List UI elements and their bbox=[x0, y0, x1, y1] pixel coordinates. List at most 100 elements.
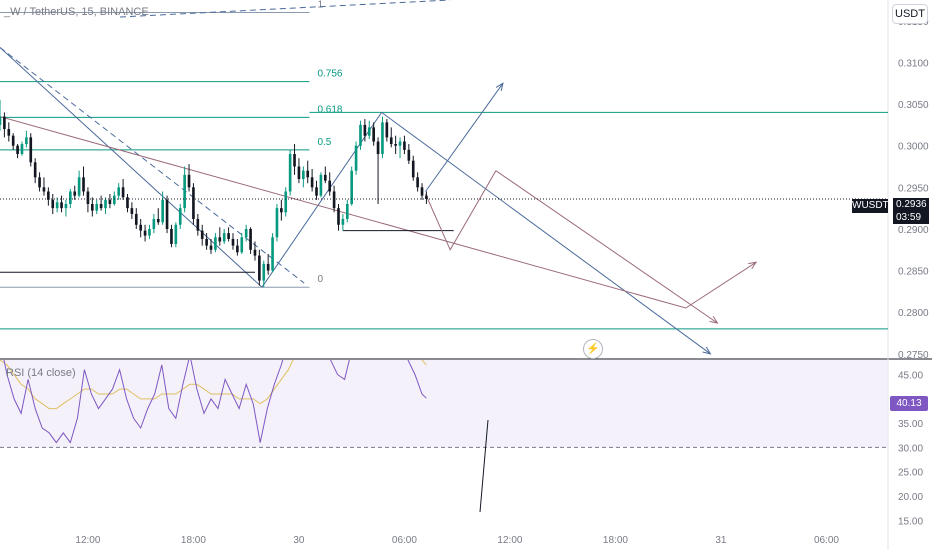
candle-body[interactable] bbox=[425, 195, 428, 199]
lightning-icon[interactable]: ⚡ bbox=[583, 339, 603, 359]
candle-body[interactable] bbox=[372, 127, 375, 142]
candle-body[interactable] bbox=[266, 263, 270, 271]
candle-body[interactable] bbox=[416, 177, 419, 188]
candle-body[interactable] bbox=[297, 166, 301, 179]
candle-body[interactable] bbox=[99, 203, 103, 209]
price-axis[interactable]: 0.31500.31000.30500.30000.29500.29000.28… bbox=[898, 17, 929, 527]
candle-body[interactable] bbox=[200, 230, 204, 239]
candle-body[interactable] bbox=[389, 137, 393, 145]
candle-body[interactable] bbox=[214, 237, 217, 250]
time-axis[interactable]: 12:00 18:00 30 06:00 12:00 18:00 31 06:00 bbox=[75, 535, 839, 546]
candle-body[interactable] bbox=[319, 174, 323, 196]
candle-body[interactable] bbox=[205, 238, 208, 246]
fib-retracement[interactable]: 1 0.756 0.618 0.5 0 bbox=[0, 0, 888, 330]
rsi-pane[interactable] bbox=[0, 302, 888, 513]
candle-body[interactable] bbox=[152, 218, 156, 229]
candle-body[interactable] bbox=[385, 122, 389, 138]
candle-body[interactable] bbox=[249, 228, 252, 250]
dashed-trendline[interactable] bbox=[119, 0, 451, 18]
rsi-line[interactable] bbox=[0, 302, 427, 444]
candle-body[interactable] bbox=[359, 124, 362, 146]
candle-body[interactable] bbox=[310, 177, 314, 188]
candle-body[interactable] bbox=[126, 197, 129, 209]
candle-body[interactable] bbox=[328, 180, 332, 192]
candle-body[interactable] bbox=[134, 213, 138, 225]
candle-body[interactable] bbox=[293, 154, 296, 167]
candle-body[interactable] bbox=[42, 187, 46, 192]
candle-body[interactable] bbox=[112, 195, 116, 204]
candle-body[interactable] bbox=[302, 170, 305, 179]
candle-body[interactable] bbox=[16, 145, 19, 155]
candle-body[interactable] bbox=[381, 122, 384, 155]
candle-body[interactable] bbox=[227, 233, 230, 239]
candle-body[interactable] bbox=[174, 224, 178, 244]
currency-button[interactable]: USDT bbox=[892, 4, 928, 24]
candle-body[interactable] bbox=[82, 177, 85, 192]
candle-body[interactable] bbox=[315, 187, 318, 196]
candle-body[interactable] bbox=[69, 191, 72, 204]
candle-body[interactable] bbox=[332, 191, 336, 209]
projection-path[interactable] bbox=[425, 169, 718, 324]
candle-body[interactable] bbox=[183, 174, 186, 209]
candle-body[interactable] bbox=[86, 191, 90, 204]
candle-body[interactable] bbox=[363, 124, 367, 136]
candle-body[interactable] bbox=[258, 255, 261, 281]
candle-body[interactable] bbox=[376, 141, 380, 155]
trendline[interactable] bbox=[261, 111, 711, 355]
rsi-legend[interactable]: RSI (14 close) bbox=[6, 367, 76, 379]
projection-path[interactable] bbox=[425, 83, 504, 192]
candle-body[interactable] bbox=[187, 174, 191, 188]
candle-body[interactable] bbox=[367, 127, 371, 136]
candle-body[interactable] bbox=[20, 144, 24, 155]
candle-body[interactable] bbox=[240, 237, 244, 253]
candle-body[interactable] bbox=[253, 249, 257, 256]
trendline[interactable] bbox=[0, 47, 305, 284]
candle-body[interactable] bbox=[161, 199, 164, 223]
candle-body[interactable] bbox=[337, 208, 340, 225]
candle-body[interactable] bbox=[170, 228, 173, 244]
candle-body[interactable] bbox=[130, 208, 134, 214]
drawn-line[interactable] bbox=[479, 419, 489, 513]
trendline[interactable] bbox=[0, 47, 263, 288]
candle-body[interactable] bbox=[117, 187, 121, 196]
candle-body[interactable] bbox=[280, 208, 283, 213]
candle-body[interactable] bbox=[420, 187, 424, 196]
candle-body[interactable] bbox=[284, 191, 288, 213]
candle-body[interactable] bbox=[64, 203, 68, 209]
candle-body[interactable] bbox=[350, 170, 354, 204]
candle-body[interactable] bbox=[47, 191, 50, 200]
candle-body[interactable] bbox=[236, 245, 239, 253]
candle-body[interactable] bbox=[209, 245, 213, 250]
candle-body[interactable] bbox=[139, 224, 142, 231]
candle-body[interactable] bbox=[192, 187, 195, 219]
candle-body[interactable] bbox=[33, 162, 37, 178]
candlestick-series[interactable] bbox=[0, 99, 428, 288]
candle-body[interactable] bbox=[165, 199, 169, 229]
candle-body[interactable] bbox=[51, 199, 55, 209]
candle-body[interactable] bbox=[95, 203, 99, 211]
candle-body[interactable] bbox=[306, 170, 310, 178]
candle-body[interactable] bbox=[156, 218, 160, 223]
trendline[interactable] bbox=[0, 116, 757, 309]
candle-body[interactable] bbox=[143, 230, 147, 236]
candle-body[interactable] bbox=[275, 208, 279, 238]
candle-body[interactable] bbox=[121, 187, 125, 198]
candle-body[interactable] bbox=[3, 116, 6, 130]
candle-body[interactable] bbox=[11, 135, 15, 146]
symbol-legend[interactable]: _W / TetherUS, 15, BINANCE bbox=[4, 6, 149, 18]
candle-body[interactable] bbox=[394, 144, 397, 146]
rsi-ma-line[interactable] bbox=[0, 331, 427, 410]
candle-body[interactable] bbox=[55, 202, 59, 209]
candle-body[interactable] bbox=[7, 129, 11, 136]
candle-body[interactable] bbox=[0, 116, 2, 125]
candle-body[interactable] bbox=[323, 174, 327, 181]
candle-body[interactable] bbox=[77, 177, 81, 196]
candle-body[interactable] bbox=[271, 237, 274, 271]
candle-body[interactable] bbox=[104, 199, 107, 209]
candle-body[interactable] bbox=[231, 238, 235, 246]
candle-body[interactable] bbox=[398, 141, 402, 146]
candle-body[interactable] bbox=[407, 149, 411, 161]
candle-body[interactable] bbox=[354, 145, 358, 171]
candle-body[interactable] bbox=[222, 233, 226, 242]
